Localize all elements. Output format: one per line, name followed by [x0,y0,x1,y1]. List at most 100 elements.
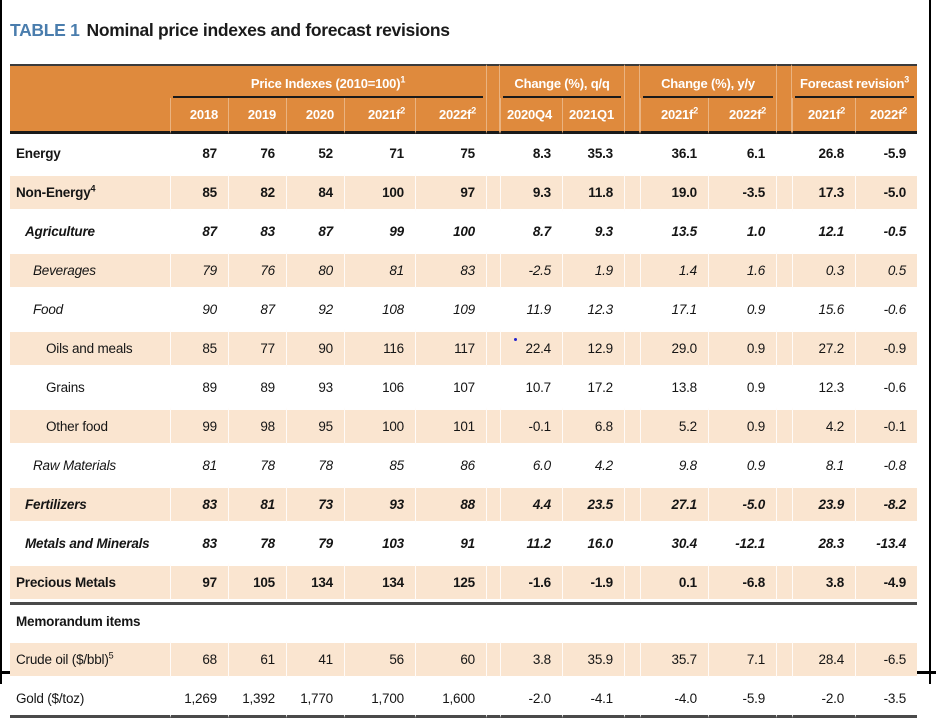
cell-value: 78 [228,446,286,485]
cell-value: 0.5 [855,251,918,290]
column-spacer [776,290,793,329]
cell-value: 11.9 [500,290,562,329]
cell-value: 0.9 [708,290,777,329]
column-spacer [486,290,500,329]
column-spacer [776,134,793,173]
cell-value: -2.0 [792,679,856,718]
cell-value: 23.5 [562,485,624,524]
cell-value: 109 [415,290,486,329]
col-2021f-yy: 2021f2 [640,98,708,134]
column-spacer [776,173,793,212]
cell-value: 0.1 [640,563,708,602]
cell-value: 1,392 [228,679,286,718]
cell-value: 3.8 [500,640,562,679]
column-spacer [624,290,640,329]
column-spacer [486,407,500,446]
cell-value: 99 [170,407,228,446]
cell-value: 10.7 [500,368,562,407]
cell-value: 93 [286,368,344,407]
column-spacer [776,524,793,563]
cell-value: 16.0 [562,524,624,563]
cell-value: -4.1 [562,679,624,718]
section-label: Memorandum items [10,602,918,640]
cell-value: 19.0 [640,173,708,212]
cell-value: 86 [415,446,486,485]
cell-value: -2.5 [500,251,562,290]
cell-value: 56 [344,640,415,679]
cell-value: 106 [344,368,415,407]
cell-value: -5.9 [708,679,777,718]
table-title: TABLE 1 Nominal price indexes and forecas… [10,20,450,41]
group-forecast-revision: Forecast revision3 [792,64,918,98]
cell-value: 0.9 [708,329,777,368]
cell-value: 8.7 [500,212,562,251]
cell-value: 35.3 [562,134,624,173]
page-frame-right [929,0,931,684]
cell-value: 78 [286,446,344,485]
column-spacer [624,251,640,290]
column-spacer [486,134,500,173]
row-label: Crude oil ($/bbl)5 [10,640,170,679]
cell-value: 79 [170,251,228,290]
cell-value: 27.1 [640,485,708,524]
cell-value: 13.5 [640,212,708,251]
cell-value: 88 [415,485,486,524]
cell-value: 83 [415,251,486,290]
col-2019: 2019 [228,98,286,134]
cell-value: 26.8 [792,134,856,173]
cell-value: 97 [415,173,486,212]
column-spacer [776,679,793,718]
column-spacer [776,212,793,251]
page-frame-left [0,0,2,684]
cell-value: -6.8 [708,563,777,602]
cell-value: 0.9 [708,368,777,407]
cell-value: 90 [286,329,344,368]
cell-value: 100 [415,212,486,251]
cell-value: -4.0 [640,679,708,718]
cell-value: 80 [286,251,344,290]
cell-value: 125 [415,563,486,602]
row-label: Agriculture [10,212,170,251]
cell-value: 100 [344,407,415,446]
table-row: Food 90 87 92 108 109 11.9 12.3 17.1 0.9 15.6 -0.6 [10,290,918,329]
cell-value: 17.2 [562,368,624,407]
cell-value: 117 [415,329,486,368]
group-spacer [776,64,793,98]
cell-value: -0.6 [855,290,918,329]
column-spacer [776,485,793,524]
table-row: Energy 87 76 52 71 75 8.3 35.3 36.1 6.1 26.8 -5.9 [10,134,918,173]
column-spacer [776,251,793,290]
cell-value: 101 [415,407,486,446]
cell-value: 12.3 [792,368,856,407]
cell-value: 89 [228,368,286,407]
group-spacer [624,98,640,134]
cell-value: 30.4 [640,524,708,563]
cell-value: -6.5 [855,640,918,679]
group-spacer [486,98,500,134]
group-spacer [624,64,640,98]
column-spacer [624,524,640,563]
column-spacer [624,368,640,407]
table-row: Beverages 79 76 80 81 83 -2.5 1.9 1.4 1.6 0.3 0.5 [10,251,918,290]
column-spacer [776,368,793,407]
cell-value: 84 [286,173,344,212]
column-spacer [776,407,793,446]
cell-value: -5.9 [855,134,918,173]
table-title-text: Nominal price indexes and forecast revis… [86,20,450,40]
column-spacer [486,251,500,290]
cell-value: 87 [170,212,228,251]
cell-value: 79 [286,524,344,563]
cell-value: 61 [228,640,286,679]
cell-value: 1.0 [708,212,777,251]
cell-value: 12.9 [562,329,624,368]
cell-value: 76 [228,251,286,290]
group-header-row: Price Indexes (2010=100)1 Change (%), q/… [10,64,918,98]
table-row: Fertilizers 83 81 73 93 88 4.4 23.5 27.1 -5.0 23.9… [10,485,918,524]
cell-value: 98 [228,407,286,446]
column-spacer [624,329,640,368]
group-price-indexes: Price Indexes (2010=100)1 [170,64,486,98]
cell-value: 41 [286,640,344,679]
cell-value: 81 [170,446,228,485]
cell-value: -1.9 [562,563,624,602]
cell-value: -0.6 [855,368,918,407]
